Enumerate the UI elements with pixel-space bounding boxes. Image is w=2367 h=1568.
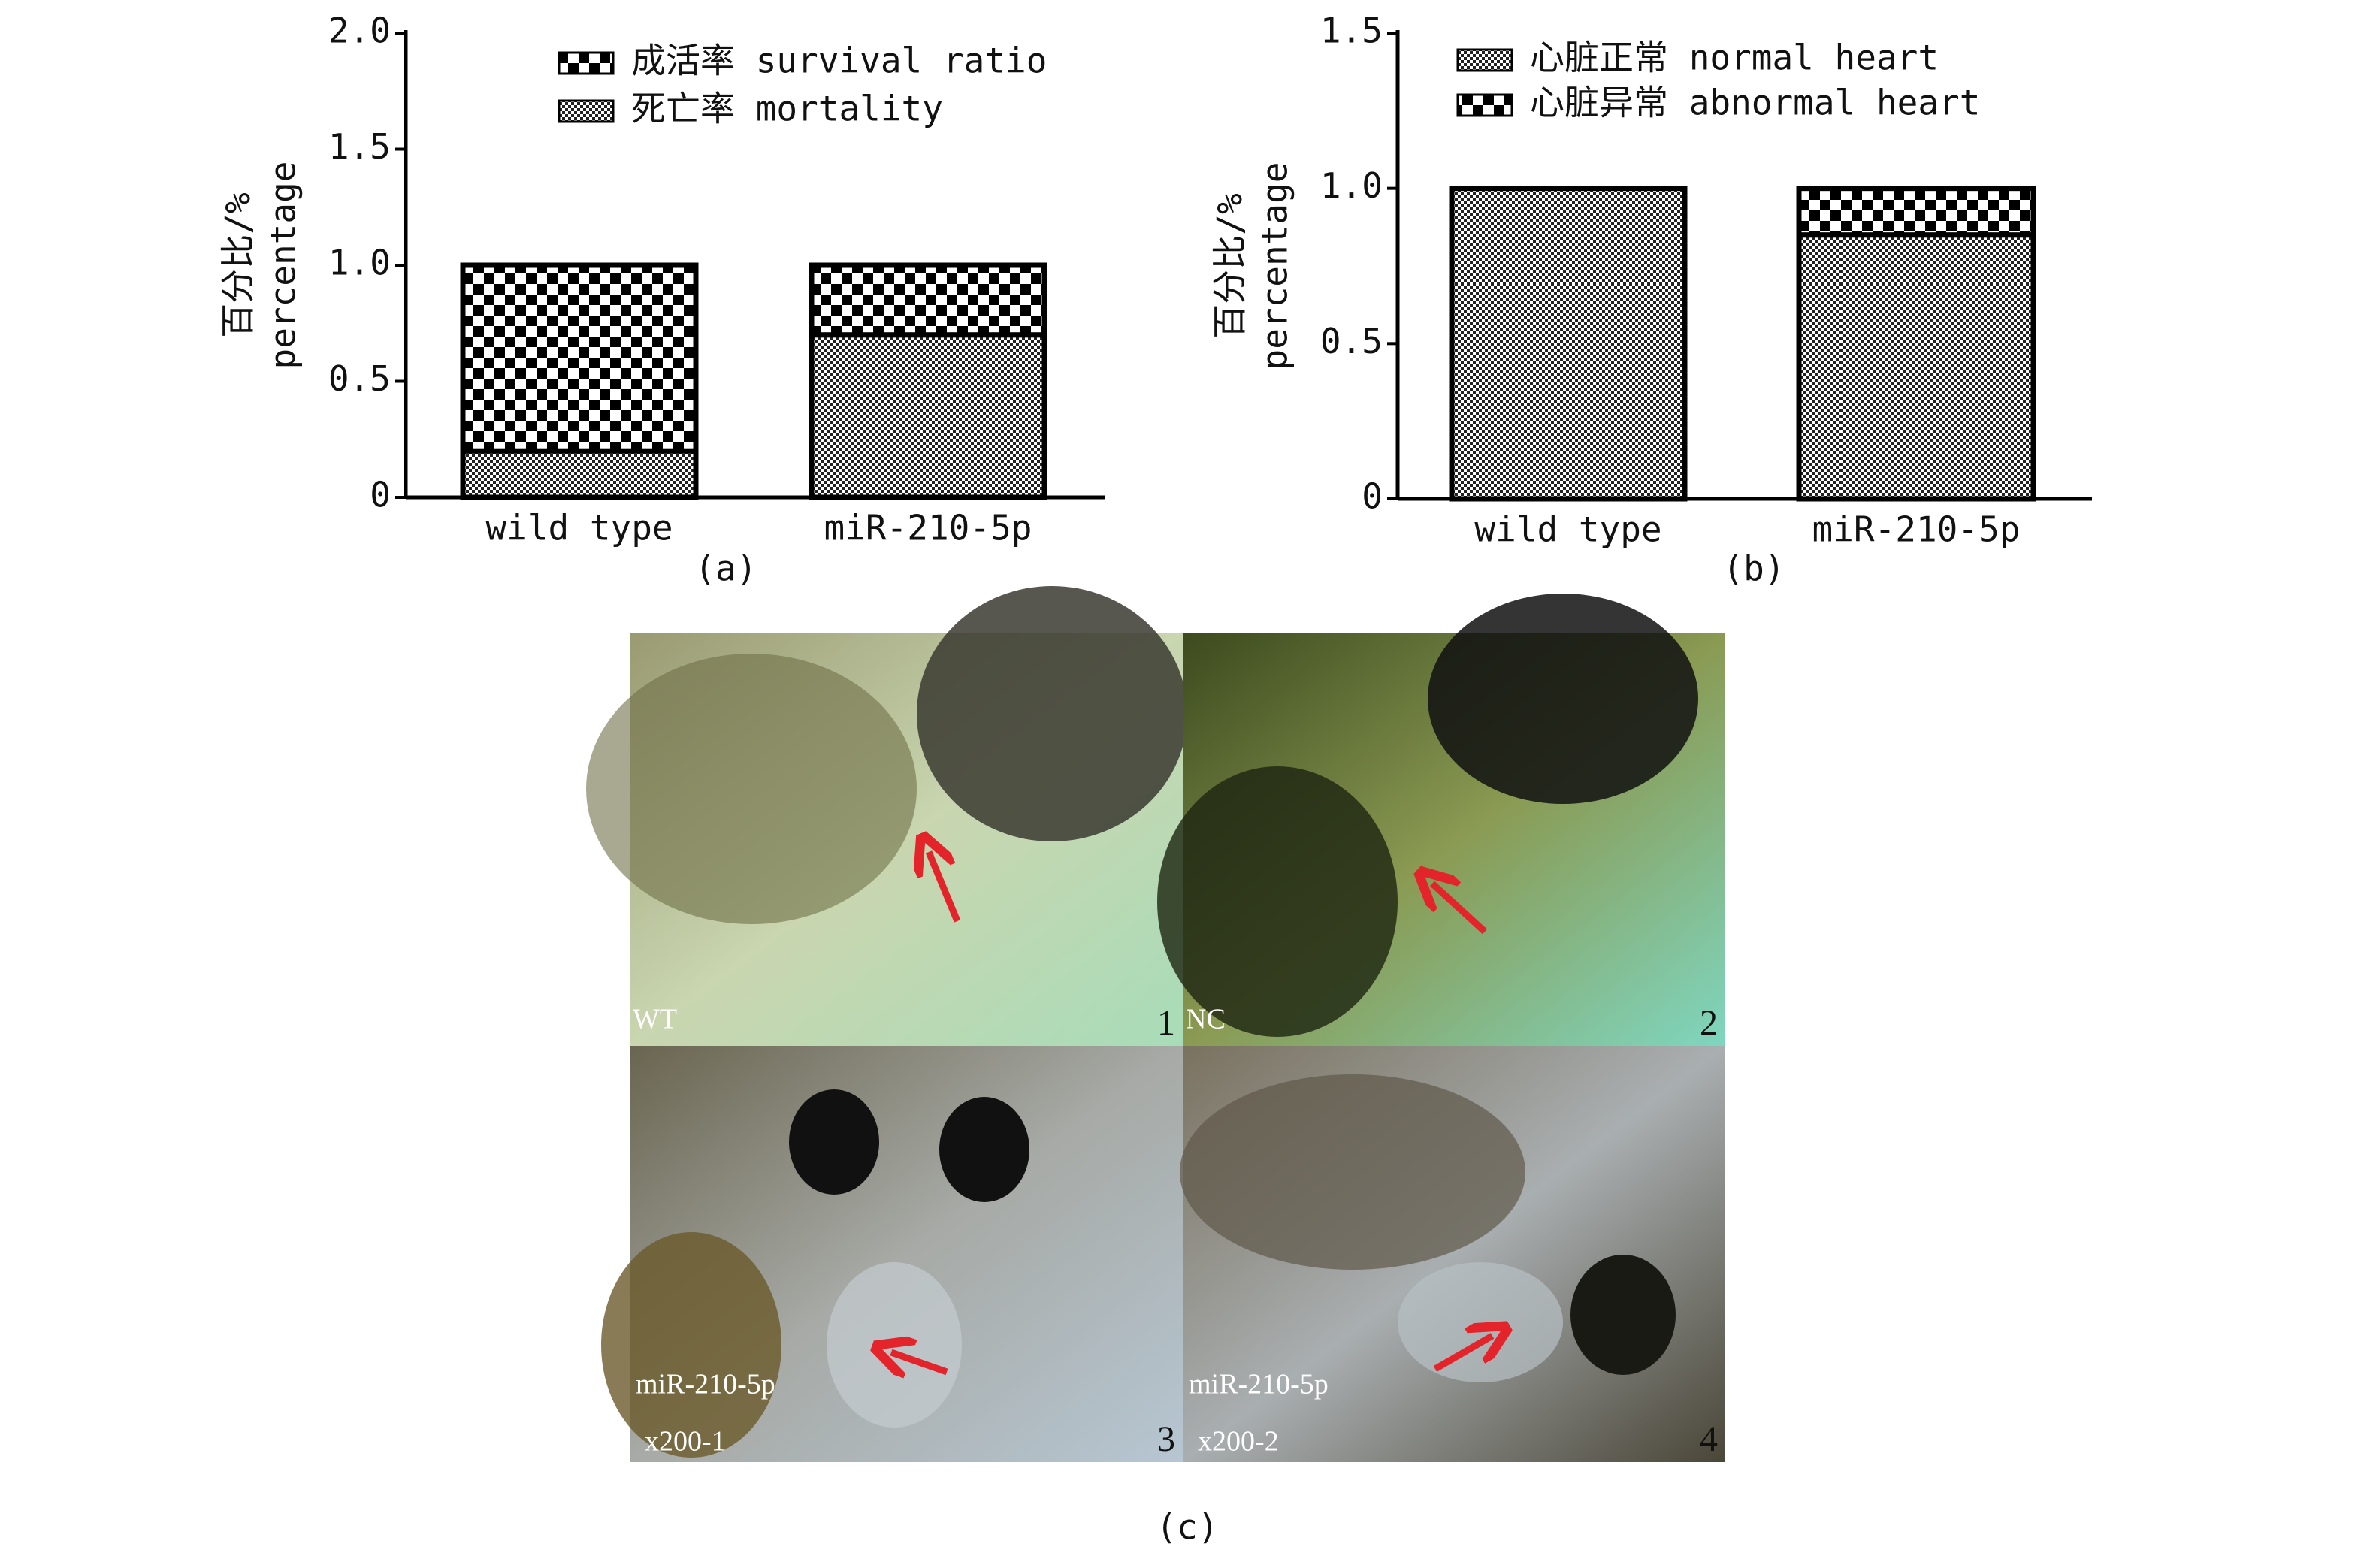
- y-tick-label: 2.0: [328, 11, 391, 51]
- arrow: [1432, 884, 1488, 935]
- photo-detail: [1157, 766, 1398, 1037]
- panel-sublabel: x200-1: [645, 1426, 726, 1458]
- panel-number: 4: [1700, 1419, 1718, 1459]
- panel-number: 2: [1700, 1003, 1718, 1043]
- legend-swatch: [558, 99, 615, 123]
- panel-label: WT: [633, 1004, 677, 1035]
- x-tick-label: wild type: [485, 508, 673, 548]
- arrow: [891, 1352, 948, 1372]
- y-axis-label: 百分比/%: [1210, 193, 1250, 338]
- y-tick-label: 0: [1362, 476, 1383, 517]
- panel-label: NC: [1186, 1004, 1226, 1035]
- y-axis-label: percentage: [263, 162, 304, 370]
- y-tick-label: 0: [370, 475, 391, 515]
- panel-label: miR-210-5p: [636, 1369, 775, 1400]
- panel-label: miR-210-5p: [1189, 1369, 1329, 1400]
- legend-swatch: [1456, 93, 1513, 117]
- x-tick-label: miR-210-5p: [824, 508, 1032, 548]
- photo-detail: [1428, 594, 1698, 804]
- bar-segment: [1449, 186, 1688, 502]
- photo-grid: WT 1 NC 2 miR-210-5p x200-1 3 miR-210-5p x200-2 4: [586, 586, 1725, 1462]
- y-tick-label: 1.5: [1320, 11, 1383, 51]
- photo-detail: [1398, 1262, 1563, 1382]
- legend-swatch: [1456, 48, 1513, 72]
- bar-segment: [1796, 186, 2036, 238]
- bar-segment: [809, 262, 1047, 338]
- caption: (c): [1156, 1507, 1218, 1548]
- y-axis-label: percentage: [1255, 162, 1295, 370]
- photo-detail: [789, 1089, 879, 1195]
- legend-swatch: [558, 51, 615, 75]
- photo-detail: [939, 1097, 1029, 1202]
- photo-detail: [827, 1262, 962, 1428]
- y-tick-label: 0.5: [1320, 321, 1383, 361]
- y-tick-label: 1.5: [328, 126, 391, 167]
- legend-label: 心脏异常 abnormal heart: [1530, 83, 1980, 123]
- y-tick-label: 1.0: [1320, 165, 1383, 206]
- y-tick-label: 0.5: [328, 358, 391, 399]
- arrow: [1433, 1336, 1492, 1372]
- photo-detail: [1570, 1255, 1676, 1375]
- bar-segment: [809, 332, 1047, 500]
- x-tick-label: miR-210-5p: [1812, 509, 2021, 550]
- panel-sublabel: x200-2: [1198, 1426, 1279, 1458]
- panel-number: 1: [1157, 1003, 1175, 1043]
- photo-detail: [1180, 1074, 1525, 1270]
- caption: (b): [1722, 548, 1785, 589]
- x-tick-label: wild type: [1474, 509, 1661, 550]
- legend-label: 心脏正常 normal heart: [1530, 38, 1939, 78]
- photo-detail: [917, 586, 1187, 841]
- photo-detail: [586, 654, 917, 924]
- bar-segment: [460, 448, 699, 500]
- photo-detail: [601, 1232, 781, 1458]
- legend-label: 死亡率 mortality: [631, 89, 943, 129]
- bar-segment: [460, 262, 699, 454]
- panel-number: 3: [1157, 1419, 1175, 1459]
- legend-label: 成活率 survival ratio: [631, 41, 1047, 81]
- bar-segment: [1796, 232, 2036, 502]
- arrow: [929, 852, 961, 923]
- y-tick-label: 1.0: [328, 243, 391, 283]
- y-axis-label: 百分比/%: [218, 192, 258, 337]
- caption: (a): [694, 548, 757, 589]
